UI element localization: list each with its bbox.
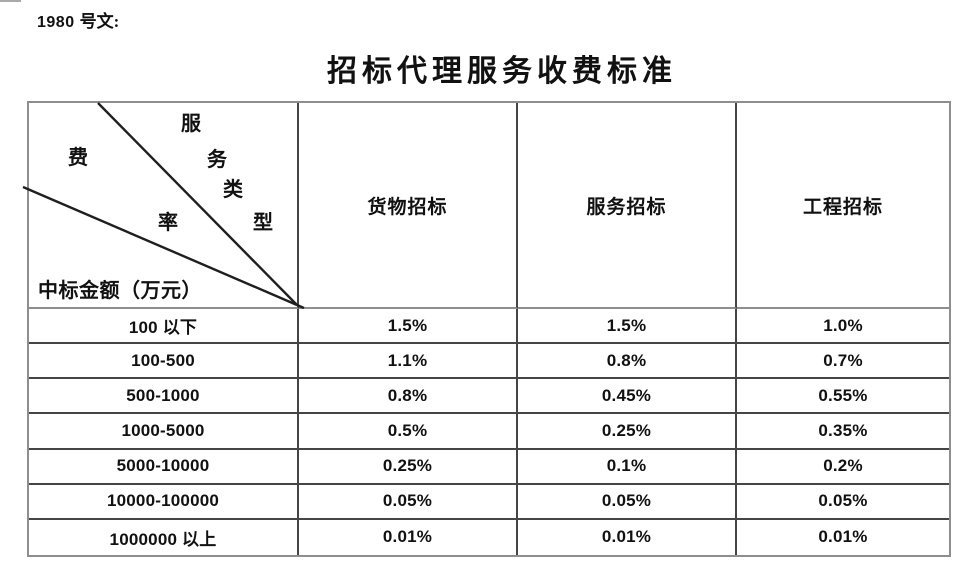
rate-cell: 0.25% [518, 414, 737, 450]
corner-label-amount: 中标金额（万元） [38, 280, 202, 302]
corner-label-service-char3: 类 [223, 179, 243, 201]
rate-cell: 0.01% [737, 519, 949, 555]
row-amount: 1000-5000 [29, 414, 299, 450]
rate-cell: 1.1% [299, 344, 518, 380]
row-amount: 500-1000 [29, 379, 299, 415]
doc-number: 1980 [37, 14, 75, 31]
corner-label-fee-char1: 费 [68, 147, 88, 169]
row-amount: 1000000 以上 [29, 519, 299, 555]
rate-cell: 0.45% [518, 379, 737, 415]
rate-cell: 0.1% [518, 449, 737, 485]
rate-cell: 0.7% [737, 344, 949, 380]
doc-reference: 1980 号文: [37, 7, 119, 32]
corner-label-fee-char2: 率 [158, 212, 178, 234]
rate-cell: 0.2% [737, 449, 949, 485]
rate-cell: 0.8% [518, 344, 737, 380]
rate-cell: 0.5% [299, 414, 518, 450]
row-amount: 100-500 [29, 344, 299, 380]
rate-cell: 1.0% [737, 309, 949, 345]
row-amount: 10000-100000 [29, 484, 299, 520]
page-corner-mark [0, 0, 21, 2]
fee-standard-table: 服 费 务 类 率 型 中标金额（万元） 货物招标 服务招标 工程招标 100 … [22, 101, 951, 557]
rate-cell: 0.25% [299, 449, 518, 485]
column-header-service: 服务招标 [518, 103, 737, 309]
rate-cell: 1.5% [299, 309, 518, 345]
rate-cell: 0.8% [299, 379, 518, 415]
row-amount: 100 以下 [29, 309, 299, 345]
corner-label-service-char2: 务 [207, 149, 227, 171]
rate-cell: 0.05% [299, 484, 518, 520]
rate-cell: 0.05% [518, 484, 737, 520]
rate-cell: 1.5% [518, 309, 737, 345]
rate-cell: 0.05% [737, 484, 949, 520]
column-header-engineering: 工程招标 [737, 103, 949, 309]
column-header-goods: 货物招标 [299, 103, 518, 309]
doc-suffix: 号文: [79, 12, 120, 31]
page-title: 招标代理服务收费标准 [327, 55, 677, 88]
rate-cell: 0.35% [737, 414, 949, 450]
row-amount: 5000-10000 [29, 449, 299, 485]
diagonal-lines [22, 102, 305, 310]
rate-cell: 0.55% [737, 379, 949, 415]
table-corner-cell: 服 费 务 类 率 型 中标金额（万元） [22, 102, 305, 310]
rate-cell: 0.01% [518, 519, 737, 555]
rate-cell: 0.01% [299, 519, 518, 555]
corner-label-service-char1: 服 [181, 113, 201, 135]
corner-label-service-char4: 型 [253, 212, 273, 234]
